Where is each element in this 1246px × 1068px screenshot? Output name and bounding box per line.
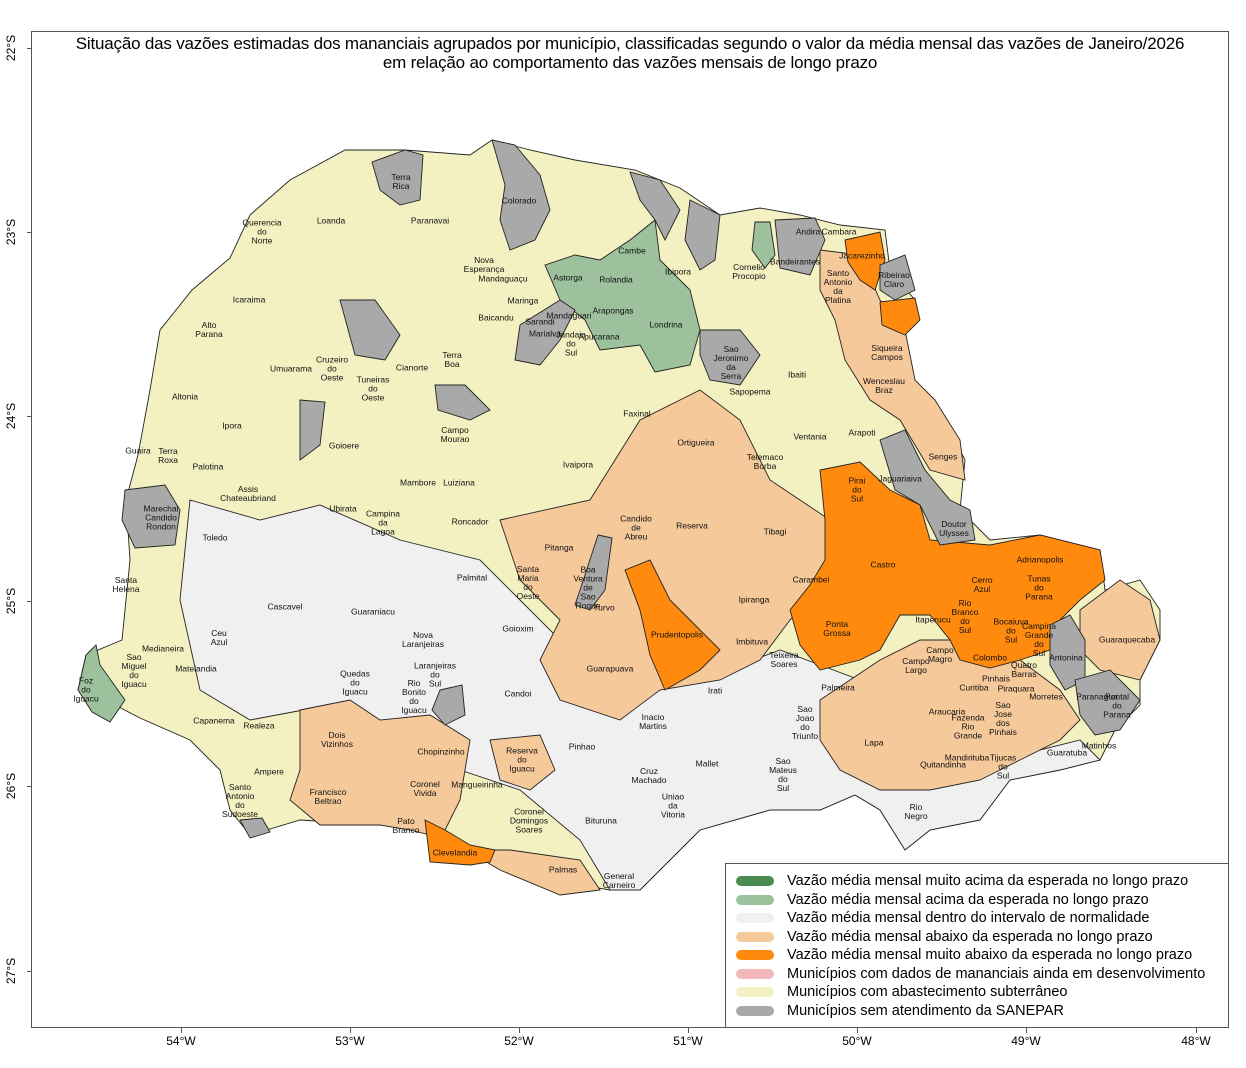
y-tick-label: 25°S [4, 587, 18, 615]
legend-item-subterraneo: Municípios com abastecimento subterrâneo [736, 983, 1228, 1002]
y-tick: 22°S [4, 28, 26, 68]
region-abaixo-east [819, 639, 1081, 791]
x-tick-mark [857, 1028, 858, 1033]
region-sem-norte-4 [684, 199, 721, 271]
y-tick-mark [27, 48, 32, 49]
x-tick-mark [350, 1028, 351, 1033]
region-sem-marechal [121, 484, 181, 549]
y-tick-mark [27, 232, 32, 233]
legend-label: Vazão média mensal dentro do intervalo d… [787, 910, 1150, 927]
y-tick-mark [27, 971, 32, 972]
x-tick-label: 50°W [842, 1034, 872, 1048]
y-tick-label: 22°S [4, 34, 18, 62]
y-tick-label: 23°S [4, 218, 18, 246]
region-sem-maringa-cluster [514, 299, 576, 366]
region-sem-campo-mourao [434, 384, 491, 421]
title-line-1: Situação das vazões estimadas dos mananc… [75, 34, 1185, 53]
region-jacarezinho [844, 231, 886, 291]
x-tick-label: 54°W [166, 1034, 196, 1048]
region-sem-ribeirao [879, 254, 916, 301]
region-sem-norte-1 [371, 149, 424, 206]
y-tick: 26°S [4, 766, 26, 806]
map-title: Situação das vazões estimadas dos mananc… [31, 34, 1229, 72]
region-clevelandia [424, 819, 496, 866]
y-tick-label: 24°S [4, 402, 18, 430]
region-sem-jaguariaiva [879, 429, 976, 546]
x-tick-label: 49°W [1011, 1034, 1041, 1048]
y-tick-mark [27, 416, 32, 417]
region-muito-abaixo-ne2 [879, 297, 921, 336]
legend-item-muito-abaixo: Vazão média mensal muito abaixo da esper… [736, 946, 1228, 965]
x-tick-label: 53°W [335, 1034, 365, 1048]
region-sem-west-1 [299, 399, 326, 461]
region-prudentopolis [624, 559, 721, 691]
region-sem-norte-3 [629, 171, 681, 242]
legend-label: Vazão média mensal muito abaixo da esper… [787, 947, 1193, 964]
swatch-abaixo [736, 931, 774, 942]
x-tick-mark [688, 1028, 689, 1033]
legend-label: Vazão média mensal acima da esperada no … [787, 891, 1149, 908]
x-tick-mark [519, 1028, 520, 1033]
legend: Vazão média mensal muito acima da espera… [725, 863, 1229, 1028]
legend-label: Vazão média mensal muito acima da espera… [787, 873, 1189, 890]
y-tick: 23°S [4, 212, 26, 252]
title-line-2: em relação ao comportamento das vazões m… [382, 53, 878, 72]
legend-item-desenvolvimento: Municípios com dados de mananciais ainda… [736, 965, 1228, 984]
legend-label: Municípios sem atendimento da SANEPAR [787, 1002, 1064, 1019]
x-tick-label: 51°W [673, 1034, 703, 1048]
region-reserva-iguacu [489, 734, 556, 791]
region-sem-rio-bonito [431, 684, 466, 726]
y-tick: 25°S [4, 581, 26, 621]
region-sem-norte-2 [491, 139, 551, 251]
region-sem-andira [774, 217, 826, 276]
swatch-muito-abaixo [736, 950, 774, 961]
region-acima-bandeirantes [751, 221, 776, 269]
y-tick: 24°S [4, 396, 26, 436]
swatch-muito-acima [736, 876, 774, 887]
legend-item-acima: Vazão média mensal acima da esperada no … [736, 891, 1228, 910]
swatch-normal [736, 913, 774, 924]
region-sem-paranagua [1074, 669, 1141, 736]
x-tick-mark [1026, 1028, 1027, 1033]
swatch-acima [736, 894, 774, 905]
region-sem-west-2 [339, 299, 401, 361]
legend-item-abaixo: Vazão média mensal abaixo da esperada no… [736, 928, 1228, 947]
x-tick-label: 52°W [504, 1034, 534, 1048]
x-tick-mark [1196, 1028, 1197, 1033]
y-tick-mark [27, 786, 32, 787]
legend-label: Vazão média mensal abaixo da esperada no… [787, 928, 1153, 945]
region-sem-boa-ventura [574, 534, 613, 611]
region-sem-sjs [699, 329, 761, 386]
y-tick-mark [27, 601, 32, 602]
legend-item-muito-acima: Vazão média mensal muito acima da espera… [736, 872, 1228, 891]
y-tick-label: 27°S [4, 957, 18, 985]
region-foz-iguacu [77, 644, 126, 723]
region-abaixo-southwest [289, 699, 601, 896]
legend-label: Municípios com abastecimento subterrâneo [787, 984, 1068, 1001]
y-tick: 27°S [4, 951, 26, 991]
legend-item-sem-atendimento: Municípios sem atendimento da SANEPAR [736, 1002, 1228, 1021]
y-tick-label: 26°S [4, 772, 18, 800]
swatch-sem-atendimento [736, 1005, 774, 1016]
legend-label: Municípios com dados de mananciais ainda… [787, 965, 1206, 982]
parana-map [77, 139, 1161, 896]
region-sem-southwest [239, 817, 271, 839]
swatch-desenvolvimento [736, 968, 774, 979]
x-tick-label: 48°W [1181, 1034, 1211, 1048]
x-tick-mark [181, 1028, 182, 1033]
swatch-subterraneo [736, 987, 774, 998]
legend-item-normal: Vazão média mensal dentro do intervalo d… [736, 909, 1228, 928]
